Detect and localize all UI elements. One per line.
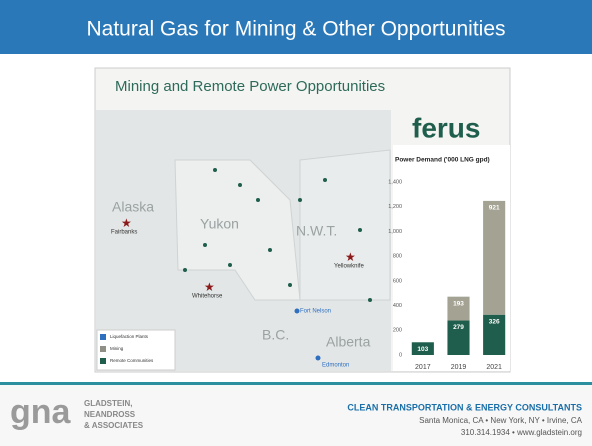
x-tick-label: 2017: [415, 364, 431, 371]
map-title: Mining and Remote Power Opportunities: [115, 78, 385, 95]
map-legend: [96, 329, 176, 371]
y-tick-label: 0: [399, 352, 402, 358]
legend-label: Liquefaction Plants: [110, 334, 149, 339]
map-dot: [368, 298, 372, 302]
map-dot: [298, 198, 302, 202]
footer-band: [0, 385, 592, 446]
tagline: CLEAN TRANSPORTATION & ENERGY CONSULTANT…: [347, 402, 582, 412]
y-tick-label: 800: [393, 254, 402, 260]
map-logo: ferus: [412, 112, 480, 143]
company-name: GLADSTEIN,: [84, 399, 132, 408]
map-region: [174, 159, 301, 301]
map-dot: [256, 198, 260, 202]
map-dot: [238, 183, 242, 187]
map-label: Yellowknife: [334, 264, 364, 270]
y-tick-label: 200: [393, 328, 402, 334]
legend-swatch: [100, 346, 106, 352]
map-dot: [288, 283, 292, 287]
y-tick-label: 1,400: [388, 179, 402, 185]
legend-swatch: [100, 334, 106, 340]
x-tick-label: 2019: [451, 364, 467, 371]
bar-segment: [411, 342, 434, 355]
map-star: ★: [204, 280, 215, 294]
value-label: 326: [489, 318, 500, 325]
footer-rule: [0, 382, 592, 385]
y-tick-label: 600: [393, 278, 402, 284]
map-dot: [183, 268, 187, 272]
header-band: [0, 0, 592, 54]
map-dot: [315, 355, 321, 361]
company-name: NEANDROSS: [84, 410, 136, 419]
map-label: N.W.T.: [296, 223, 337, 239]
offices: Santa Monica, CA • New York, NY • Irvine…: [419, 416, 583, 425]
map-label: B.C.: [262, 327, 289, 343]
map-dot: [213, 168, 217, 172]
value-label: 279: [453, 324, 464, 331]
map-dot: [203, 243, 207, 247]
map-dot: [294, 308, 300, 314]
y-tick-label: 1,000: [388, 229, 402, 235]
bar-segment: [447, 320, 470, 355]
legend-swatch: [100, 358, 106, 364]
map-dot: [268, 248, 272, 252]
map-label: Edmonton: [322, 363, 349, 369]
map-label: Alberta: [326, 334, 371, 350]
value-label: 921: [489, 205, 500, 212]
contact: 310.314.1934 • www.gladstein.org: [461, 428, 582, 437]
y-tick-label: 1,200: [388, 204, 402, 210]
company-name: & ASSOCIATES: [84, 421, 144, 430]
map-label: Yukon: [200, 216, 239, 232]
map-dot: [323, 178, 327, 182]
x-tick-label: 2021: [486, 364, 502, 371]
footer-logo: gna: [10, 393, 72, 431]
slide-title: Natural Gas for Mining & Other Opportuni…: [86, 18, 505, 41]
map-label: Fort Nelson: [300, 309, 331, 315]
y-tick-label: 400: [393, 303, 402, 309]
map-dot: [228, 263, 232, 267]
map-label: Whitehorse: [192, 294, 223, 300]
map-label: Alaska: [112, 199, 154, 215]
map-star: ★: [121, 216, 132, 230]
legend-label: Mining: [110, 346, 124, 351]
map-dot: [358, 228, 362, 232]
bar-segment: [483, 200, 506, 315]
bar-segment: [483, 314, 506, 355]
map-star: ★: [345, 250, 356, 264]
legend-label: Remote Communities: [110, 358, 154, 363]
value-label: 103: [417, 346, 428, 353]
chart-title: Power Demand ('000 LNG gpd): [395, 157, 490, 164]
map-label: Fairbanks: [111, 230, 137, 236]
value-label: 193: [453, 300, 464, 307]
map-region: [299, 149, 391, 301]
bar-segment: [447, 296, 470, 321]
